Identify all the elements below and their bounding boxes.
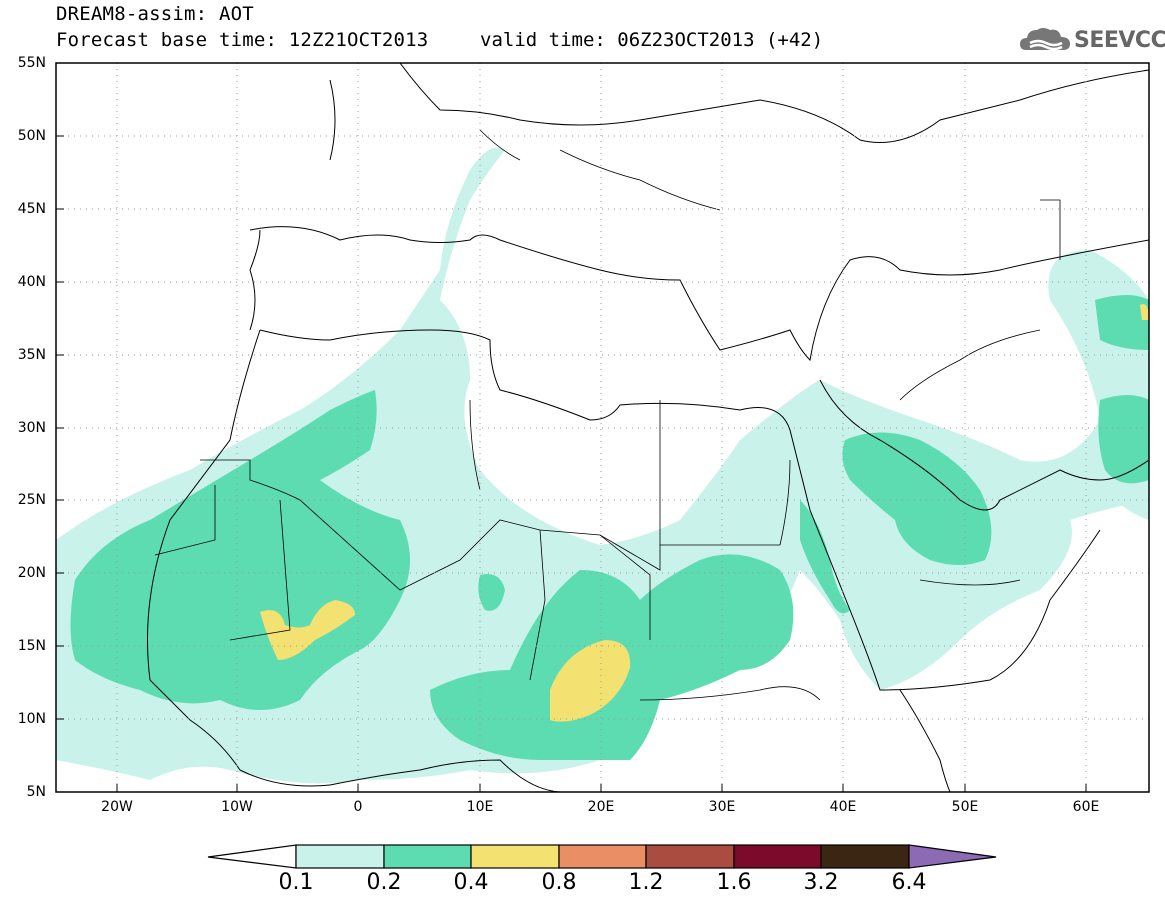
- colorbar-below-arrow: [207, 844, 297, 869]
- aot-band-0.4-0.8: [260, 304, 1149, 722]
- lat-label: 40N: [17, 274, 46, 290]
- axis-ticks: [56, 135, 1087, 792]
- lat-label: 15N: [17, 638, 46, 654]
- grid-lines: [56, 63, 1149, 792]
- colorbar-label: 0.2: [366, 870, 402, 895]
- coastlines: [147, 63, 1149, 792]
- colorbar-label: 6.4: [891, 870, 927, 895]
- lon-label: 10W: [221, 799, 253, 815]
- lon-label: 0: [353, 799, 363, 815]
- colorbar-label: 0.8: [541, 870, 577, 895]
- lat-label: 50N: [17, 128, 46, 144]
- country-borders: [154, 129, 1061, 701]
- lat-label: 30N: [17, 420, 46, 436]
- lat-label: 10N: [17, 711, 46, 727]
- lat-label: 45N: [17, 201, 46, 217]
- colorbar-above-arrow: [908, 844, 997, 869]
- lon-label: 10E: [466, 799, 494, 815]
- lon-label: 20E: [587, 799, 615, 815]
- seevccc-logo: SEEVCCC: [1018, 22, 1165, 58]
- colorbar-label: 1.6: [716, 870, 752, 895]
- lon-label: 50E: [951, 799, 979, 815]
- colorbar-label: 0.4: [453, 870, 489, 895]
- colorbar-bin-3: [470, 844, 560, 869]
- cloud-icon: [1020, 28, 1070, 51]
- lon-label: 60E: [1072, 799, 1100, 815]
- colorbar-label: 1.2: [628, 870, 664, 895]
- valid-time: valid time: 06Z23OCT2013 (+42): [480, 29, 824, 51]
- colorbar-bin-4: [558, 844, 647, 869]
- colorbar-bin-6: [733, 844, 822, 869]
- lat-label: 35N: [17, 347, 46, 363]
- lat-label: 20N: [17, 565, 46, 581]
- colorbar-bin-1: [295, 844, 385, 869]
- forecast-base-time: Forecast base time: 12Z21OCT2013: [56, 29, 429, 51]
- map-frame: [55, 62, 1150, 793]
- lon-label: 30E: [708, 799, 736, 815]
- logo-text: SEEVCCC: [1074, 28, 1165, 53]
- colorbar: [207, 844, 997, 869]
- colorbar-label: 3.2: [803, 870, 839, 895]
- lat-label: 5N: [26, 784, 46, 800]
- colorbar-bin-7: [820, 844, 910, 869]
- lat-label: 25N: [17, 492, 46, 508]
- colorbar-bin-5: [645, 844, 735, 869]
- lat-label: 55N: [17, 55, 46, 71]
- lon-label: 20W: [101, 799, 133, 815]
- colorbar-label: 0.1: [278, 870, 314, 895]
- colorbar-bin-2: [383, 844, 472, 869]
- lon-label: 40E: [829, 799, 857, 815]
- chart-title: DREAM8-assim: AOT: [56, 3, 254, 25]
